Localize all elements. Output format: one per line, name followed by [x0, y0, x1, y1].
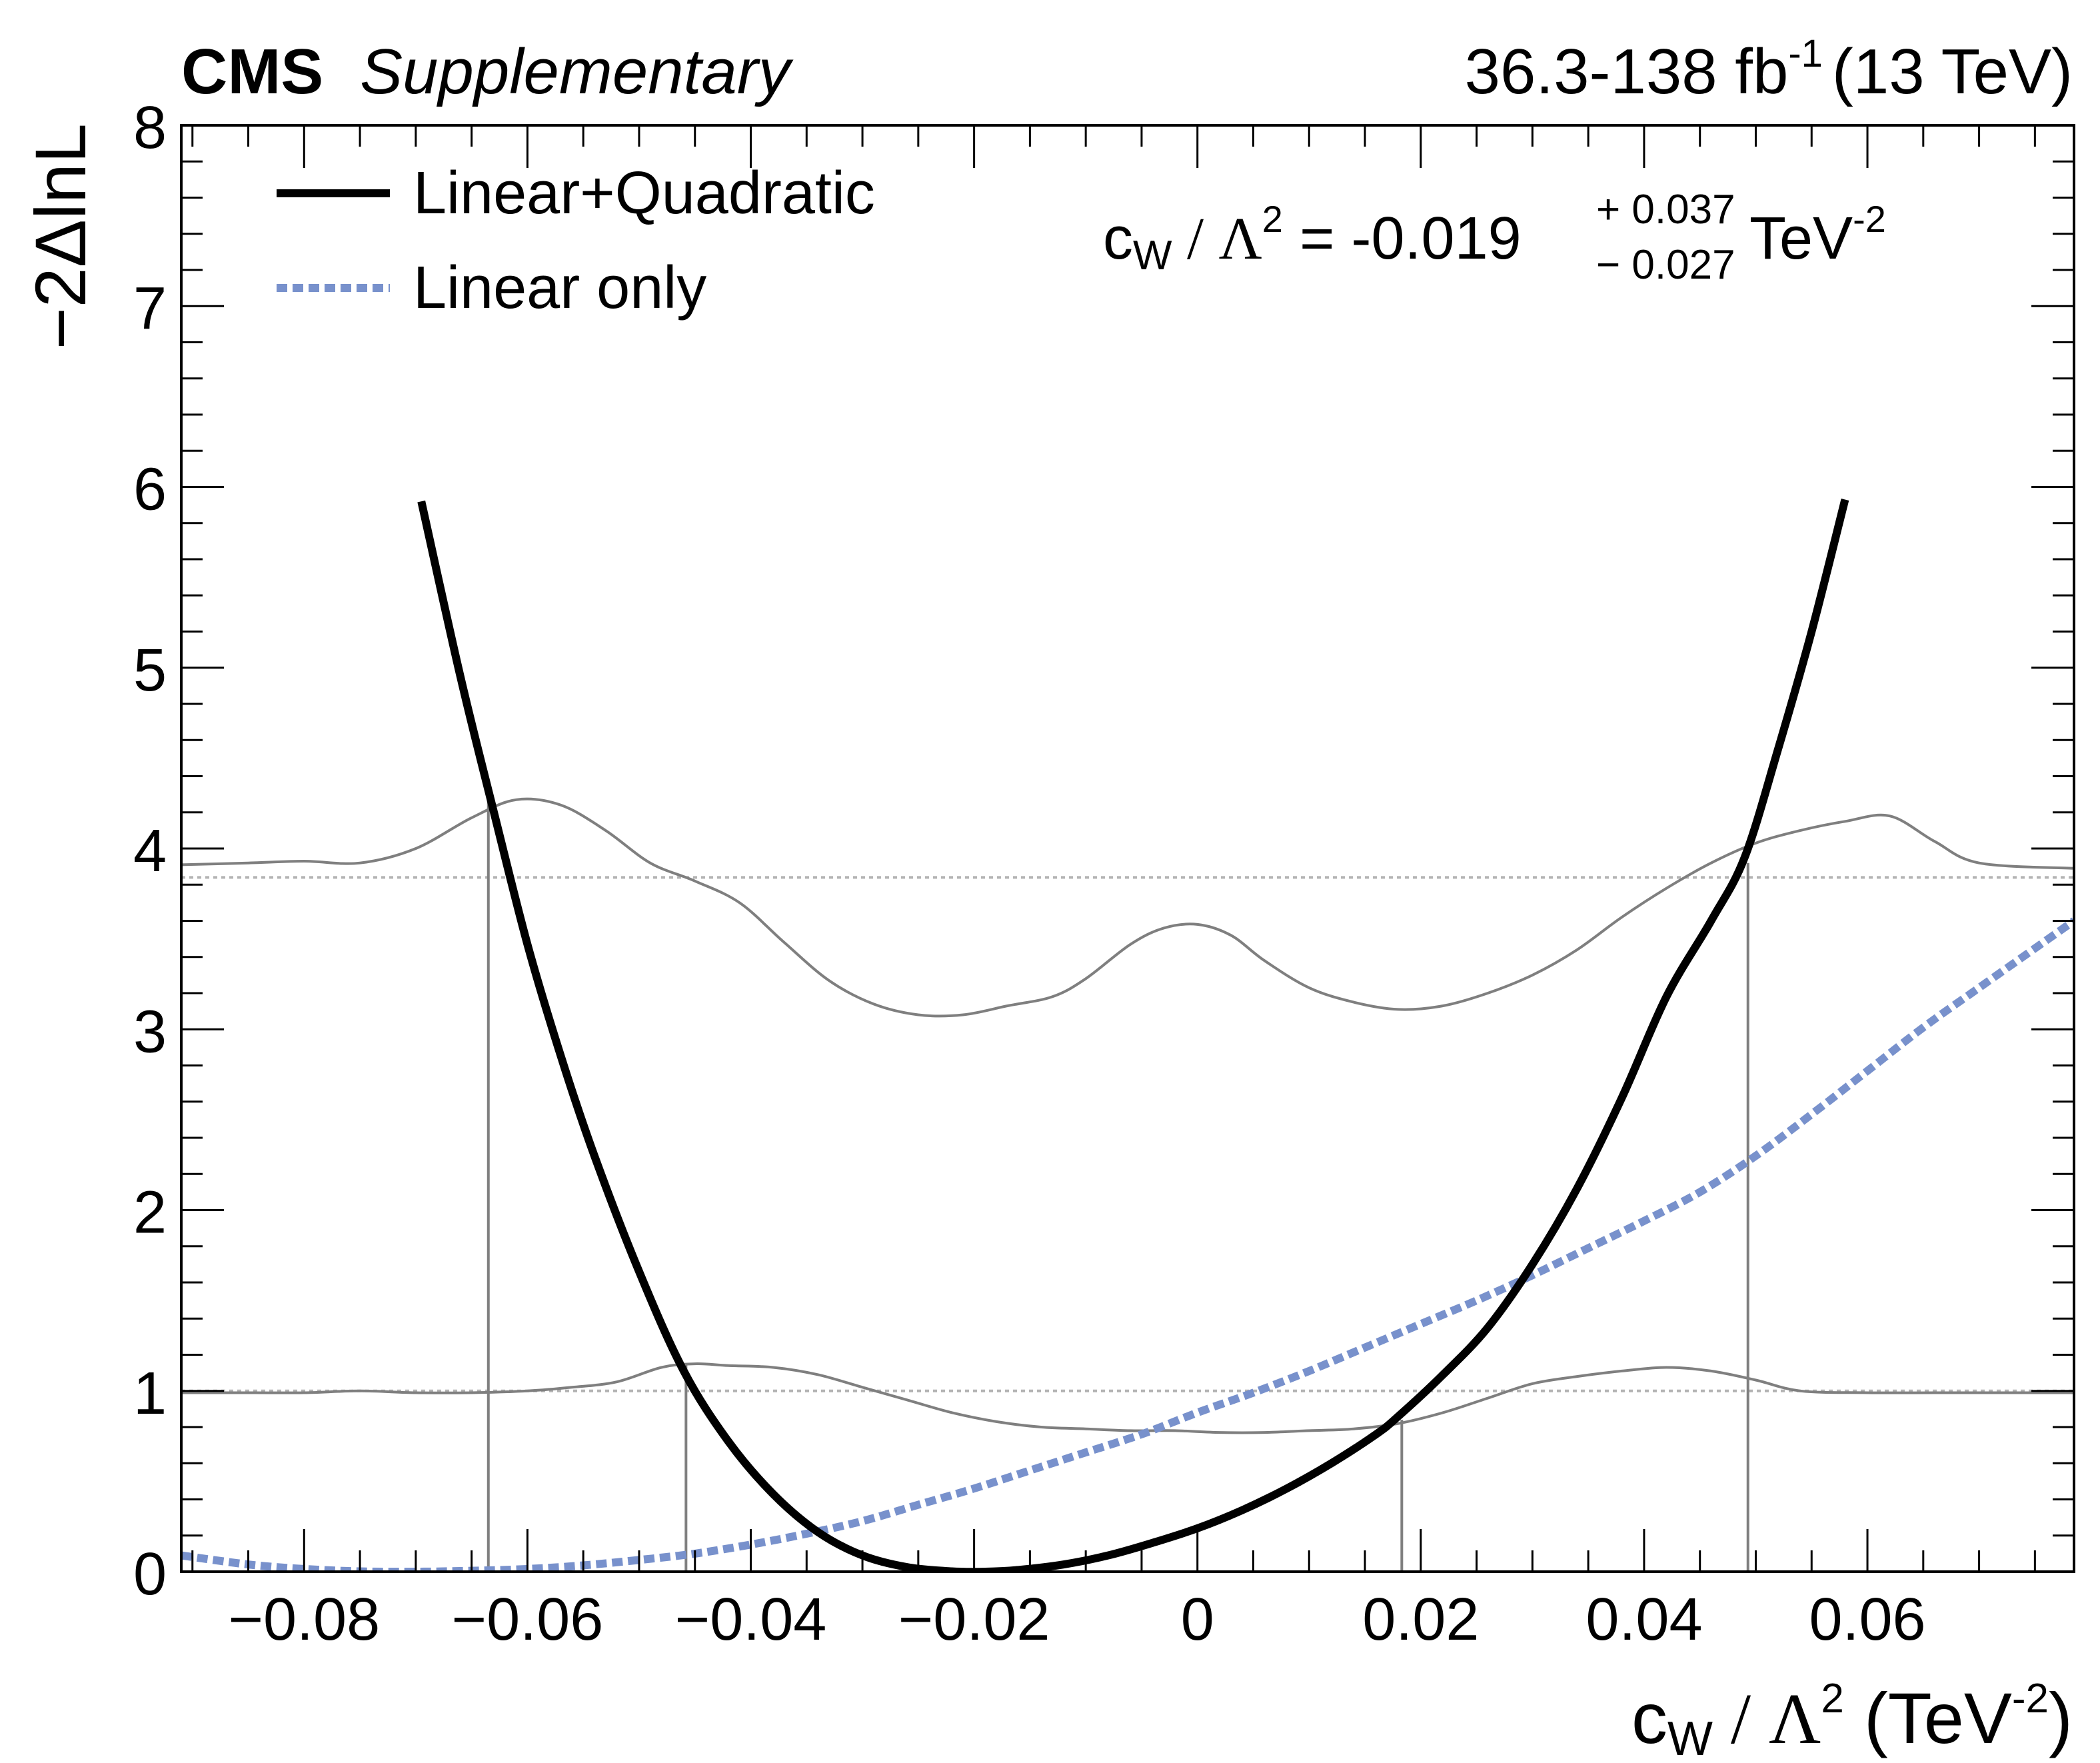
lumi-label: 36.3-138 fb-1 (13 TeV)	[1465, 32, 2073, 107]
x-axis-title-unit-exp: -2	[2012, 1676, 2049, 1722]
x-tick-label: 0.02	[1362, 1586, 1479, 1653]
legend: Linear+Quadratic Linear only	[277, 160, 875, 321]
lumi-exponent: -1	[1788, 32, 1823, 75]
y-tick-label: 6	[133, 457, 167, 523]
series-68cl-band	[181, 1362, 2074, 1434]
y-tick-label: 8	[133, 95, 167, 161]
legend-label-linear-only: Linear only	[413, 255, 706, 321]
x-axis-title-c: c	[1631, 1678, 1667, 1758]
energy-label: (13 TeV)	[1832, 36, 2073, 107]
fit-result-err-up: + 0.037	[1596, 187, 1735, 233]
fit-result-lhs: cW / Λ2 = -0.019	[1103, 198, 1522, 279]
x-axis-title-unit: (TeV	[1844, 1678, 2012, 1758]
fit-result-annotation: cW / Λ2 = -0.019 + 0.037 − 0.027 TeV-2	[1103, 187, 1886, 288]
x-axis-title-lambda: / Λ	[1713, 1680, 1821, 1759]
series-95cl-band	[181, 797, 2074, 1018]
fit-result-unit: TeV-2	[1749, 198, 1886, 272]
tick-labels: −0.08 −0.06 −0.04 −0.02 0 0.02 0.04 0.06 0 1 2 3 4 5 6…	[133, 95, 1926, 1653]
x-axis-title-sup: 2	[1821, 1676, 1843, 1722]
x-axis-title-sub: W	[1667, 1712, 1713, 1763]
legend-label-linear-quadratic: Linear+Quadratic	[413, 160, 875, 227]
plot-content	[181, 499, 2074, 1572]
y-tick-label: 3	[133, 998, 167, 1065]
fit-result-value: = -0.019	[1283, 205, 1522, 272]
x-tick-label: 0.04	[1585, 1586, 1702, 1653]
x-axis-title: cW / Λ2 (TeV-2)	[1631, 1676, 2073, 1763]
x-tick-label: 0	[1181, 1586, 1214, 1653]
plot-area	[181, 499, 2074, 1572]
y-tick-label: 2	[133, 1180, 167, 1246]
fit-result-sup: 2	[1262, 198, 1283, 240]
fit-result-unit-text: TeV	[1749, 205, 1853, 272]
fit-result-err-down: − 0.027	[1596, 242, 1735, 288]
supplementary-label: Supplementary	[360, 36, 794, 107]
fit-result-c: c	[1103, 205, 1133, 272]
x-tick-label: −0.08	[228, 1586, 380, 1653]
y-tick-label: 7	[133, 275, 167, 342]
x-tick-label: 0.06	[1809, 1586, 1925, 1653]
series-linear-only	[181, 917, 2074, 1572]
x-tick-label: −0.02	[898, 1586, 1050, 1653]
y-tick-label: 4	[133, 818, 167, 884]
lumi-value: 36.3-138 fb	[1465, 36, 1789, 107]
x-tick-label: −0.04	[675, 1586, 827, 1653]
y-tick-label: 0	[133, 1541, 167, 1608]
y-axis-title: −2ΔlnL	[20, 123, 101, 349]
cms-label: CMS	[181, 36, 323, 107]
fit-result-unit-exp: -2	[1853, 198, 1886, 240]
axis-ticks	[181, 124, 2074, 1573]
x-axis-title-close: )	[2049, 1678, 2073, 1758]
x-tick-label: −0.06	[452, 1586, 604, 1653]
fit-result-sub: W	[1133, 233, 1172, 279]
series-linear-quadratic	[417, 499, 1849, 1572]
y-tick-label: 1	[133, 1360, 167, 1427]
plot-frame	[180, 124, 2075, 1573]
fit-result-lambda: / Λ	[1172, 206, 1262, 272]
y-tick-label: 5	[133, 637, 167, 704]
